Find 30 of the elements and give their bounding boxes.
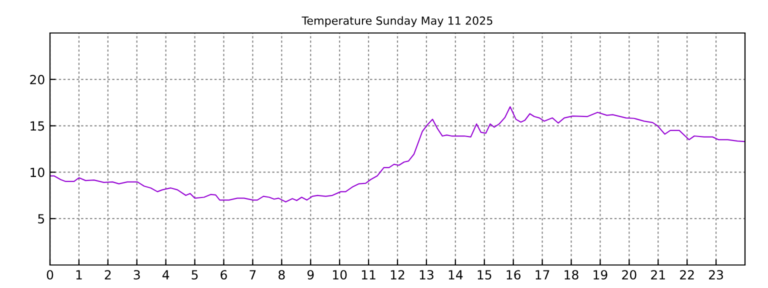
x-tick-label: 2 xyxy=(104,270,111,280)
y-tick-label: 10 xyxy=(30,168,44,178)
x-tick-label: 6 xyxy=(220,270,227,280)
x-tick-label: 11 xyxy=(362,270,376,280)
y-tick-label: 5 xyxy=(38,214,44,224)
y-tick-label: 15 xyxy=(30,121,44,131)
x-tick-label: 14 xyxy=(448,270,463,280)
x-tick-label: 8 xyxy=(278,270,285,280)
x-tick-label: 20 xyxy=(622,270,636,280)
y-tick-label: 20 xyxy=(30,74,44,84)
x-tick-label: 15 xyxy=(478,270,492,280)
x-tick-label: 17 xyxy=(536,270,550,280)
chart-title: Temperature Sunday May 11 2025 xyxy=(302,16,492,27)
x-tick-label: 21 xyxy=(651,270,665,280)
x-tick-label: 0 xyxy=(46,270,54,280)
x-tick-label: 18 xyxy=(564,270,578,280)
line-series xyxy=(50,106,745,202)
x-tick-label: 5 xyxy=(192,270,198,280)
x-tick-label: 22 xyxy=(680,270,694,280)
x-tick-label: 3 xyxy=(134,270,140,280)
x-tick-label: 16 xyxy=(506,270,520,280)
x-tick-label: 13 xyxy=(420,270,434,280)
x-tick-label: 4 xyxy=(162,270,170,280)
x-tick-label: 10 xyxy=(333,270,347,280)
x-tick-label: 12 xyxy=(390,270,404,280)
x-tick-label: 1 xyxy=(76,270,82,280)
x-tick-label: 19 xyxy=(594,270,608,280)
x-tick-label: 9 xyxy=(307,270,314,280)
x-tick-label: 7 xyxy=(250,270,256,280)
x-tick-label: 23 xyxy=(709,270,723,280)
